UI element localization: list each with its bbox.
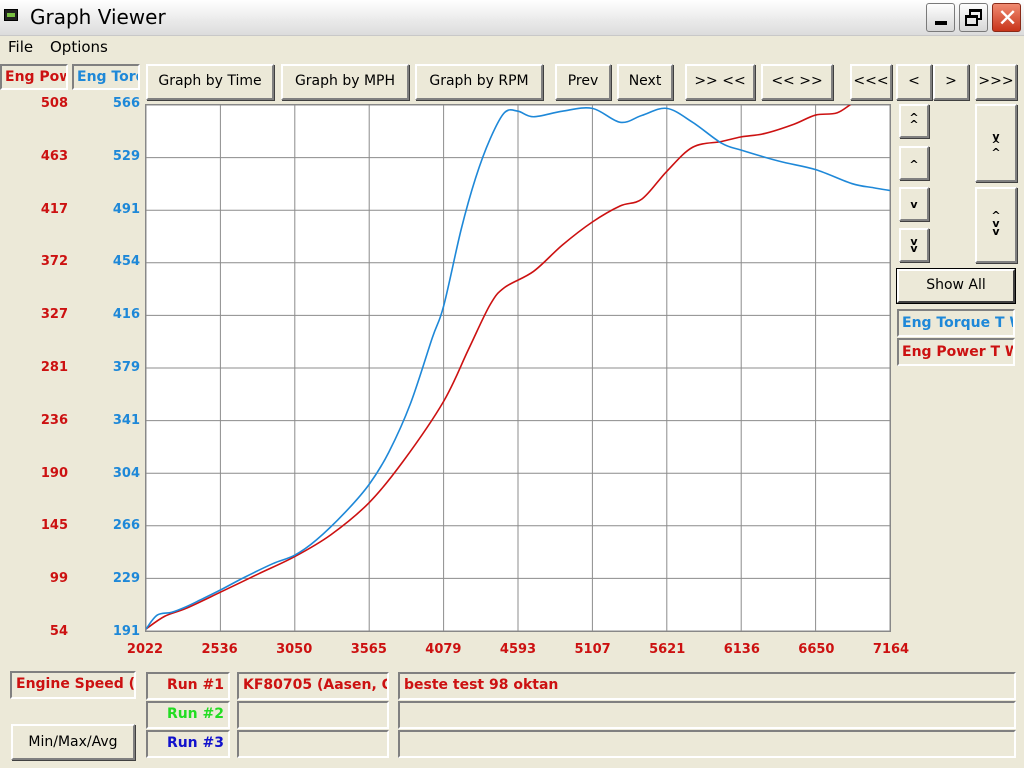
title-bar: Graph Viewer ✕ xyxy=(0,0,1024,36)
y-right-tick-label: 416 xyxy=(112,307,140,323)
x-tick-label: 6136 xyxy=(723,642,760,657)
run-3-label: Run #3 xyxy=(146,730,230,758)
y-left-tick-label: 99 xyxy=(49,571,68,587)
next-button[interactable]: Next xyxy=(617,64,673,100)
y-right-tick-label: 454 xyxy=(112,254,140,270)
run-1-label: Run #1 xyxy=(146,672,230,700)
run-1-name[interactable]: KF80705 (Aasen, Odd) xyxy=(237,672,389,700)
scroll-left-button[interactable]: < xyxy=(896,64,932,100)
y-left-tick-label: 417 xyxy=(40,201,68,217)
scroll-far-left-button[interactable]: <<< xyxy=(850,64,892,100)
x-channel-selector[interactable]: Engine Speed (RPM) xyxy=(10,671,136,699)
prev-button[interactable]: Prev xyxy=(555,64,611,100)
scroll-up-fast-button[interactable]: ^ ^ xyxy=(899,104,929,138)
legend-power[interactable]: Eng Power T WC xyxy=(897,338,1015,366)
y-right-tick-label: 266 xyxy=(112,518,140,534)
y-left-tick-label: 54 xyxy=(49,624,68,639)
graph-by-time-button[interactable]: Graph by Time xyxy=(146,64,274,100)
minimize-icon xyxy=(935,21,947,25)
run-2-name[interactable] xyxy=(237,701,389,729)
zoom-out-button[interactable]: << >> xyxy=(761,64,833,100)
y-left-tick-label: 190 xyxy=(40,465,68,481)
zoom-y-in-button[interactable]: ^ v v xyxy=(975,187,1017,263)
y-left-tick-label: 236 xyxy=(40,412,68,428)
y-left-tick-label: 281 xyxy=(40,360,68,375)
run-3-name[interactable] xyxy=(237,730,389,758)
graph-by-mph-button[interactable]: Graph by MPH xyxy=(281,64,409,100)
graph-by-rpm-button[interactable]: Graph by RPM xyxy=(415,64,543,100)
y-right-tick-label: 304 xyxy=(112,465,140,481)
series-line-torque xyxy=(146,107,890,630)
min-max-avg-button[interactable]: Min/Max/Avg xyxy=(11,724,135,760)
close-icon: ✕ xyxy=(997,4,1018,32)
x-tick-label: 6650 xyxy=(798,642,835,657)
scroll-right-button[interactable]: > xyxy=(933,64,969,100)
y-right-tick-label: 379 xyxy=(112,360,140,375)
x-tick-label: 2022 xyxy=(126,642,164,657)
chart-svg xyxy=(146,105,890,631)
run-1-note[interactable]: beste test 98 oktan xyxy=(398,672,1016,700)
x-tick-label: 4593 xyxy=(499,642,537,657)
y-left-tick-label: 327 xyxy=(40,307,68,323)
scroll-down-button[interactable]: v xyxy=(899,187,929,221)
run-3-note[interactable] xyxy=(398,730,1016,758)
plot-area[interactable] xyxy=(145,104,891,632)
app-icon xyxy=(4,9,18,21)
y-right-tick-label: 566 xyxy=(112,96,140,111)
x-tick-label: 2536 xyxy=(201,642,238,657)
x-tick-label: 4079 xyxy=(425,642,462,657)
y-right-tick-label: 191 xyxy=(112,624,140,639)
x-tick-label: 3565 xyxy=(350,642,387,657)
left-channel-selector[interactable]: Eng Power T WC xyxy=(0,64,68,90)
run-2-label: Run #2 xyxy=(146,701,230,729)
y-left-tick-label: 463 xyxy=(40,148,68,164)
show-all-button[interactable]: Show All xyxy=(896,268,1016,304)
y-right-tick-label: 529 xyxy=(112,148,140,164)
y-right-tick-label: 341 xyxy=(112,412,140,428)
x-tick-label: 5621 xyxy=(649,642,686,657)
minimize-button[interactable] xyxy=(926,3,955,32)
scroll-far-right-button[interactable]: >>> xyxy=(975,64,1017,100)
maximize-button[interactable] xyxy=(959,3,988,32)
y-left-tick-label: 145 xyxy=(40,518,68,534)
window-title: Graph Viewer xyxy=(30,5,166,29)
y-left-tick-label: 372 xyxy=(40,254,68,270)
close-button[interactable]: ✕ xyxy=(992,3,1021,32)
y-right-tick-label: 229 xyxy=(112,571,140,587)
x-tick-label: 5107 xyxy=(574,642,611,657)
zoom-in-button[interactable]: >> << xyxy=(685,64,755,100)
menu-bar: File Options xyxy=(0,36,1024,58)
menu-options[interactable]: Options xyxy=(50,38,108,56)
y-right-tick-label: 491 xyxy=(112,201,140,217)
series-line-power xyxy=(146,105,852,630)
zoom-y-out-button[interactable]: v ^ ^ xyxy=(975,104,1017,182)
right-channel-selector[interactable]: Eng Torque T WC xyxy=(72,64,140,90)
legend-torque[interactable]: Eng Torque T WC xyxy=(897,309,1015,337)
x-tick-label: 3050 xyxy=(276,642,313,657)
y-left-tick-label: 508 xyxy=(40,96,68,111)
menu-file[interactable]: File xyxy=(8,38,34,56)
run-2-note[interactable] xyxy=(398,701,1016,729)
scroll-up-button[interactable]: ^ xyxy=(899,146,929,180)
x-tick-label: 7164 xyxy=(872,642,910,657)
